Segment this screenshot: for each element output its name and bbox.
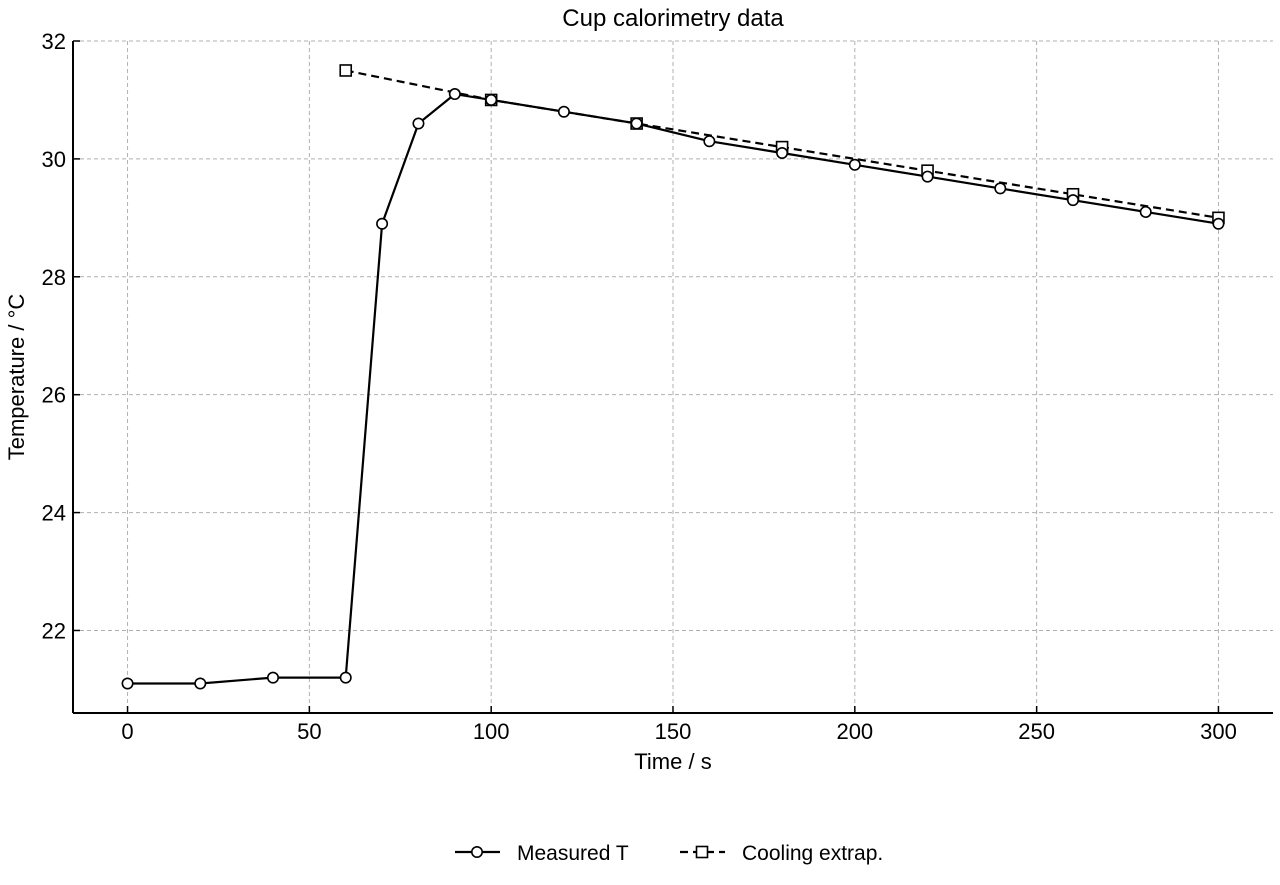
- data-point: [412, 117, 425, 130]
- y-tick-label: 30: [42, 147, 66, 172]
- axes: 0 50 100 150 200 250 300 22 24 26 28 30 32: [42, 29, 1273, 744]
- data-point: [848, 158, 861, 171]
- legend: Measured T Cooling extrap.: [455, 842, 883, 865]
- x-tick-label: 200: [836, 719, 873, 744]
- legend-label: Measured T: [517, 842, 629, 865]
- data-point: [776, 147, 789, 160]
- x-tick-label: 250: [1018, 719, 1055, 744]
- data-point: [121, 677, 134, 690]
- series-cooling-extrap: [339, 64, 1225, 225]
- y-tick-label: 22: [42, 618, 66, 643]
- y-tick-label: 26: [42, 383, 66, 408]
- y-tick-label: 32: [42, 29, 66, 54]
- data-point: [376, 217, 389, 230]
- legend-label: Cooling extrap.: [742, 842, 883, 865]
- data-point: [994, 182, 1007, 195]
- data-point: [194, 677, 207, 690]
- y-axis-label: Temperature / °C: [4, 294, 29, 461]
- legend-item: Measured T: [455, 842, 629, 865]
- x-tick-label: 100: [473, 719, 510, 744]
- data-point: [557, 105, 570, 118]
- chart-title: Cup calorimetry data: [562, 5, 784, 32]
- data-point: [1212, 217, 1225, 230]
- grid: [73, 40, 1273, 713]
- legend-item: Cooling extrap.: [680, 842, 883, 865]
- x-tick-label: 50: [297, 719, 321, 744]
- data-point: [339, 64, 353, 77]
- data-point: [448, 88, 461, 101]
- y-tick-label: 28: [42, 265, 66, 290]
- series-line: [127, 92, 1219, 685]
- x-tick-label: 150: [655, 719, 692, 744]
- data-point: [485, 93, 498, 106]
- x-tick-label: 0: [121, 719, 133, 744]
- legend-marker: [695, 845, 709, 859]
- x-tick-label: 300: [1200, 719, 1237, 744]
- x-axis-label: Time / s: [634, 749, 711, 774]
- legend-marker: [470, 845, 483, 858]
- data-point: [703, 135, 716, 148]
- data-point: [921, 170, 934, 183]
- data-point: [630, 117, 643, 130]
- series-group: [121, 64, 1225, 690]
- data-point: [1139, 205, 1152, 218]
- data-point: [339, 671, 352, 684]
- y-tick-label: 24: [42, 501, 66, 526]
- series-measured-t: [121, 88, 1225, 690]
- data-point: [1067, 194, 1080, 207]
- data-point: [266, 671, 279, 684]
